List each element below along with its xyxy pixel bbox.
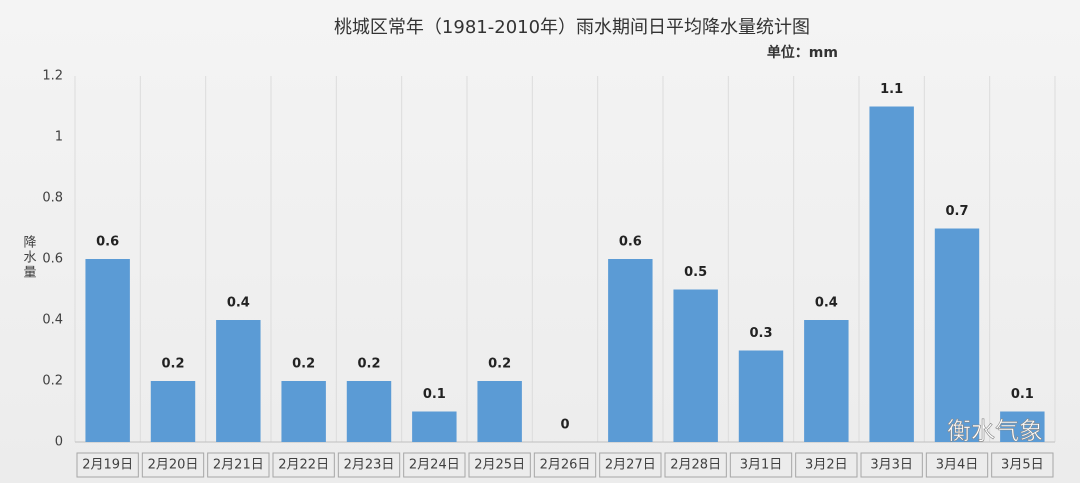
value-label: 0 (560, 418, 569, 433)
y-axis-label: 降水量 (21, 235, 37, 280)
bar (216, 320, 261, 442)
x-tick-box (664, 452, 727, 478)
y-tick-label: 0.8 (42, 191, 63, 206)
value-label: 0.2 (357, 357, 380, 372)
x-tick-box (795, 452, 858, 478)
bar (934, 228, 980, 442)
x-tick-box (533, 452, 597, 478)
x-tick-label: 3月2日 (805, 458, 848, 473)
bar (804, 320, 849, 442)
value-label: 0.4 (227, 296, 250, 311)
x-tick-box (729, 452, 793, 478)
x-tick-label: 2月19日 (82, 458, 133, 473)
x-tick-box (207, 452, 270, 478)
x-tick-box (272, 452, 335, 478)
value-label: 0.4 (815, 296, 838, 311)
bar (412, 411, 457, 442)
y-tick-label: 0 (55, 435, 63, 450)
x-tick-label: 2月26日 (540, 458, 591, 473)
x-tick-box (337, 452, 401, 478)
value-label: 0.2 (161, 357, 184, 372)
bar (869, 106, 914, 442)
x-tick-box (141, 452, 205, 478)
value-label: 0.3 (749, 326, 772, 341)
x-tick-label: 2月28日 (670, 458, 721, 473)
x-tick-box (599, 452, 662, 478)
bar (150, 381, 196, 442)
x-tick-label: 3月3日 (870, 458, 913, 473)
value-label: 0.6 (619, 235, 642, 250)
x-tick-label: 3月1日 (740, 458, 783, 473)
value-label: 0.5 (684, 265, 707, 280)
bar (673, 289, 718, 442)
x-tick-label: 2月20日 (148, 458, 199, 473)
x-tick-label: 3月5日 (1001, 458, 1044, 473)
x-tick-label: 2月21日 (213, 458, 264, 473)
bar (1000, 411, 1045, 442)
x-tick-label: 2月23日 (344, 458, 395, 473)
value-label: 0.6 (96, 235, 119, 250)
x-tick-label: 2月24日 (409, 458, 460, 473)
bar (738, 350, 784, 442)
x-tick-box (925, 452, 989, 478)
bar (477, 381, 522, 442)
chart-subtitle: 单位：mm (767, 44, 838, 61)
x-tick-box (860, 452, 923, 478)
x-tick-label: 3月4日 (936, 458, 979, 473)
chart-title: 桃城区常年（1981-2010年）雨水期间日平均降水量统计图 (334, 17, 810, 38)
x-tick-label: 2月22日 (278, 458, 329, 473)
bar (85, 259, 130, 442)
bar (346, 381, 392, 442)
x-tick-box (76, 452, 139, 478)
y-tick-label: 0.2 (42, 374, 63, 389)
y-tick-label: 1 (55, 130, 63, 145)
x-tick-label: 2月27日 (605, 458, 656, 473)
x-tick-label: 2月25日 (474, 458, 525, 473)
value-label: 0.2 (292, 357, 315, 372)
bar (608, 259, 653, 442)
y-tick-label: 1.2 (42, 69, 63, 84)
x-tick-box (468, 452, 531, 478)
value-label: 1.1 (880, 82, 903, 97)
value-label: 0.2 (488, 357, 511, 372)
value-label: 0.1 (1011, 387, 1034, 402)
value-label: 0.1 (423, 387, 446, 402)
x-tick-box (991, 452, 1054, 478)
y-tick-label: 0.4 (42, 313, 63, 328)
x-tick-box (403, 452, 466, 478)
value-label: 0.7 (945, 204, 968, 219)
y-tick-label: 0.6 (42, 252, 63, 267)
bar (281, 381, 326, 442)
watermark: 衡水气象 (947, 417, 1043, 445)
